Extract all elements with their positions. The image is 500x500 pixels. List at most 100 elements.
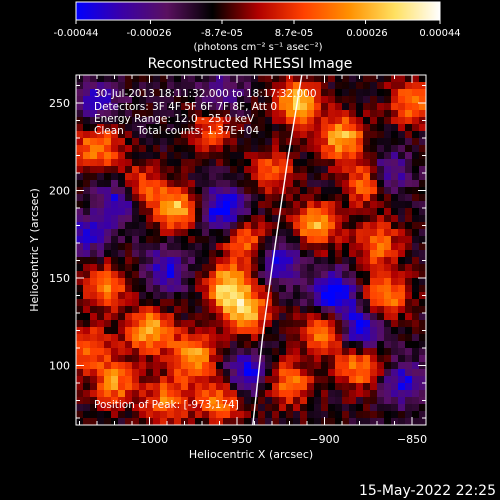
heatmap-cell	[223, 208, 231, 216]
heatmap-cell	[272, 110, 280, 118]
heatmap-cell	[181, 334, 189, 342]
heatmap-cell	[251, 334, 259, 342]
heatmap-cell	[342, 159, 350, 167]
heatmap-cell	[202, 250, 210, 258]
heatmap-cell	[139, 110, 147, 118]
heatmap-cell	[160, 124, 168, 132]
heatmap-cell	[174, 131, 182, 139]
heatmap-cell	[104, 271, 112, 279]
heatmap-cell	[97, 257, 105, 265]
heatmap-cell	[146, 250, 154, 258]
heatmap-cell	[160, 271, 168, 279]
heatmap-cell	[209, 418, 217, 425]
heatmap-cell	[300, 243, 308, 251]
heatmap-cell	[111, 117, 119, 125]
heatmap-cell	[279, 285, 287, 293]
heatmap-cell	[342, 320, 350, 328]
heatmap-cell	[321, 110, 329, 118]
heatmap-cell	[349, 355, 357, 363]
heatmap-cell	[146, 278, 154, 286]
heatmap-cell	[279, 124, 287, 132]
heatmap-cell	[146, 390, 154, 398]
heatmap-cell	[111, 180, 119, 188]
heatmap-cell	[188, 173, 196, 181]
heatmap-cell	[419, 138, 426, 146]
heatmap-cell	[132, 215, 140, 223]
heatmap-cell	[160, 313, 168, 321]
heatmap-cell	[377, 250, 385, 258]
heatmap-cell	[125, 138, 133, 146]
heatmap-cell	[377, 229, 385, 237]
heatmap-cell	[342, 194, 350, 202]
heatmap-cell	[300, 264, 308, 272]
heatmap-cell	[76, 131, 84, 139]
heatmap-cell	[328, 250, 336, 258]
heatmap-cell	[195, 173, 203, 181]
heatmap-cell	[237, 348, 245, 356]
heatmap-cell	[146, 292, 154, 300]
heatmap-cell	[237, 306, 245, 314]
heatmap-cell	[398, 131, 406, 139]
heatmap-cell	[398, 285, 406, 293]
heatmap-cell	[328, 404, 336, 412]
heatmap-cell	[314, 418, 322, 425]
heatmap-cell	[356, 320, 364, 328]
heatmap-cell	[195, 376, 203, 384]
heatmap-cell	[90, 292, 98, 300]
heatmap-cell	[97, 180, 105, 188]
heatmap-cell	[132, 152, 140, 160]
heatmap-cell	[405, 131, 413, 139]
heatmap-cell	[230, 236, 238, 244]
heatmap-cell	[160, 180, 168, 188]
heatmap-cell	[293, 110, 301, 118]
heatmap-cell	[349, 362, 357, 370]
heatmap-cell	[188, 152, 196, 160]
heatmap-cell	[286, 82, 294, 90]
heatmap-cell	[111, 89, 119, 97]
heatmap-cell	[279, 320, 287, 328]
heatmap-cell	[76, 229, 84, 237]
heatmap-cell	[258, 404, 266, 412]
heatmap-cell	[300, 278, 308, 286]
heatmap-cell	[384, 194, 392, 202]
heatmap-cell	[328, 103, 336, 111]
x-tick-label: −850	[397, 433, 427, 446]
heatmap-cell	[328, 145, 336, 153]
heatmap-cell	[237, 313, 245, 321]
heatmap-cell	[202, 327, 210, 335]
heatmap-cell	[132, 89, 140, 97]
heatmap-cell	[195, 285, 203, 293]
heatmap-cell	[335, 327, 343, 335]
heatmap-cell	[181, 152, 189, 160]
heatmap-cell	[216, 117, 224, 125]
heatmap-cell	[279, 96, 287, 104]
heatmap-cell	[398, 327, 406, 335]
heatmap-cell	[272, 271, 280, 279]
heatmap-cell	[356, 355, 364, 363]
heatmap-cell	[335, 306, 343, 314]
heatmap-cell	[76, 201, 84, 209]
heatmap-cell	[125, 82, 133, 90]
heatmap-cell	[251, 320, 259, 328]
heatmap-cell	[118, 215, 126, 223]
heatmap-cell	[398, 117, 406, 125]
heatmap-cell	[97, 201, 105, 209]
heatmap-cell	[314, 110, 322, 118]
heatmap-cell	[307, 173, 315, 181]
heatmap-cell	[244, 222, 252, 230]
heatmap-cell	[314, 397, 322, 405]
heatmap-cell	[118, 96, 126, 104]
heatmap-cell	[167, 215, 175, 223]
heatmap-cell	[251, 152, 259, 160]
heatmap-cell	[97, 250, 105, 258]
heatmap-cell	[405, 313, 413, 321]
heatmap-cell	[104, 117, 112, 125]
heatmap-cell	[377, 222, 385, 230]
heatmap-cell	[146, 299, 154, 307]
heatmap-cell	[356, 145, 364, 153]
heatmap-cell	[181, 362, 189, 370]
heatmap-cell	[419, 229, 426, 237]
heatmap-cell	[286, 348, 294, 356]
heatmap-cell	[174, 292, 182, 300]
heatmap-cell	[293, 397, 301, 405]
